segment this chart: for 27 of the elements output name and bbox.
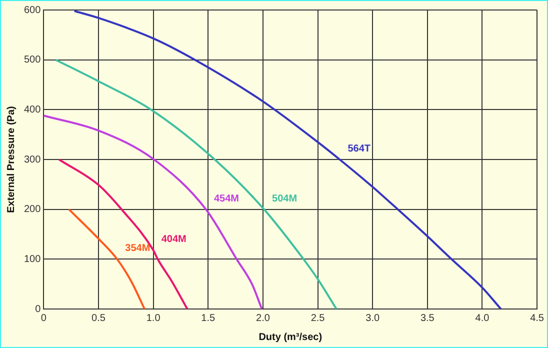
- line-series: [44, 114, 263, 309]
- series-label: 504M: [272, 193, 298, 204]
- x-tick-label: 3.5: [420, 312, 435, 324]
- y-tick-label: 600: [24, 4, 42, 16]
- x-axis-title: Duty (m³/sec): [258, 332, 322, 343]
- x-tick-label: 4.0: [475, 312, 490, 324]
- x-tick-label: 2.0: [256, 312, 270, 324]
- series-label: 354M: [125, 243, 150, 254]
- y-tick-label: 400: [24, 104, 42, 116]
- y-tick-label: 100: [24, 254, 42, 265]
- y-tick-label: 200: [24, 204, 42, 216]
- y-tick-label: 500: [24, 54, 42, 66]
- y-tick-label: 0: [35, 304, 42, 315]
- series-label: 454M: [214, 193, 239, 204]
- line-series: [58, 158, 188, 309]
- series-label: 404M: [161, 234, 186, 246]
- x-tick-label: 4.5: [530, 312, 544, 324]
- y-tick-label: 300: [24, 154, 42, 166]
- x-tick-label: 1.0: [146, 312, 161, 324]
- x-tick-label: 2.5: [310, 312, 326, 324]
- line-series: [73, 10, 502, 309]
- x-tick-label: 3.0: [366, 312, 380, 324]
- series-label: 564T: [348, 144, 370, 154]
- x-tick-label: 0.5: [92, 312, 106, 324]
- line-series: [54, 58, 338, 309]
- y-axis-title: External Pressure (Pa): [6, 106, 17, 213]
- x-tick-label: 1.5: [201, 312, 216, 324]
